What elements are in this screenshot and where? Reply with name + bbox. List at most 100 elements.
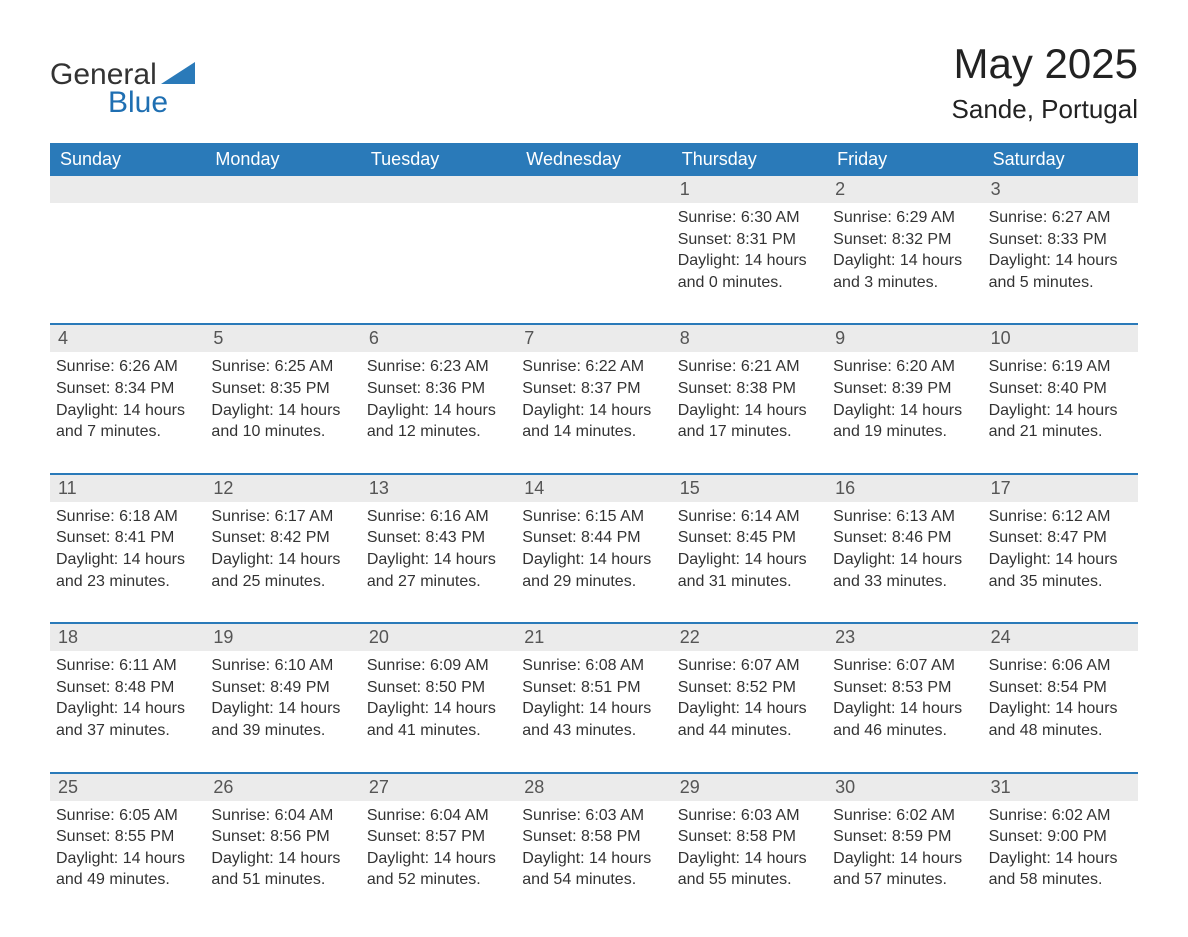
sunrise-line: Sunrise: 6:09 AM bbox=[367, 655, 510, 677]
weekday-tuesday: Tuesday bbox=[361, 143, 516, 176]
sunrise-line: Sunrise: 6:05 AM bbox=[56, 805, 199, 827]
weeks-container: 1Sunrise: 6:30 AMSunset: 8:31 PMDaylight… bbox=[50, 176, 1138, 897]
daylight-prefix: Daylight: bbox=[678, 402, 745, 419]
sunrise-value: 6:10 AM bbox=[275, 657, 334, 674]
day-number: 19 bbox=[205, 624, 360, 651]
daylight-prefix: Daylight: bbox=[833, 551, 900, 568]
day-number: 3 bbox=[983, 176, 1138, 203]
day-cell: 21Sunrise: 6:08 AMSunset: 8:51 PMDayligh… bbox=[516, 624, 671, 747]
sunrise-prefix: Sunrise: bbox=[833, 209, 896, 226]
sunset-prefix: Sunset: bbox=[367, 529, 426, 546]
day-cell bbox=[205, 176, 360, 299]
sunset-value: 8:52 PM bbox=[736, 679, 796, 696]
day-number: 20 bbox=[361, 624, 516, 651]
daylight-line: Daylight: 14 hours and 14 minutes. bbox=[522, 400, 665, 443]
daylight-line: Daylight: 14 hours and 41 minutes. bbox=[367, 698, 510, 741]
sunset-line: Sunset: 8:46 PM bbox=[833, 527, 976, 549]
week-row: 4Sunrise: 6:26 AMSunset: 8:34 PMDaylight… bbox=[50, 323, 1138, 448]
sunset-value: 8:59 PM bbox=[892, 828, 952, 845]
sunrise-value: 6:30 AM bbox=[741, 209, 800, 226]
sunrise-value: 6:03 AM bbox=[741, 807, 800, 824]
sunrise-value: 6:14 AM bbox=[741, 508, 800, 525]
sunrise-value: 6:16 AM bbox=[430, 508, 489, 525]
sunrise-prefix: Sunrise: bbox=[833, 358, 896, 375]
sunset-prefix: Sunset: bbox=[522, 679, 581, 696]
sunset-line: Sunset: 8:36 PM bbox=[367, 378, 510, 400]
sunrise-value: 6:04 AM bbox=[430, 807, 489, 824]
daylight-prefix: Daylight: bbox=[522, 551, 589, 568]
daylight-line: Daylight: 14 hours and 12 minutes. bbox=[367, 400, 510, 443]
daylight-line: Daylight: 14 hours and 19 minutes. bbox=[833, 400, 976, 443]
sunset-line: Sunset: 8:58 PM bbox=[522, 826, 665, 848]
sunset-value: 8:34 PM bbox=[115, 380, 175, 397]
sunset-value: 8:49 PM bbox=[270, 679, 330, 696]
day-cell: 20 Sunrise: 6:09 AMSunset: 8:50 PMDayligh… bbox=[361, 624, 516, 747]
sunrise-value: 6:05 AM bbox=[119, 807, 178, 824]
sunrise-line: Sunrise: 6:02 AM bbox=[833, 805, 976, 827]
sunset-prefix: Sunset: bbox=[678, 380, 737, 397]
sunset-line: Sunset: 8:50 PM bbox=[367, 677, 510, 699]
week-row: 1Sunrise: 6:30 AMSunset: 8:31 PMDaylight… bbox=[50, 176, 1138, 299]
daylight-line: Daylight: 14 hours and 33 minutes. bbox=[833, 549, 976, 592]
day-cell: 30Sunrise: 6:02 AMSunset: 8:59 PMDayligh… bbox=[827, 774, 982, 897]
sunrise-value: 6:06 AM bbox=[1052, 657, 1111, 674]
day-cell: 15Sunrise: 6:14 AMSunset: 8:45 PMDayligh… bbox=[672, 475, 827, 598]
sunrise-value: 6:19 AM bbox=[1052, 358, 1111, 375]
daylight-prefix: Daylight: bbox=[522, 850, 589, 867]
sunrise-value: 6:21 AM bbox=[741, 358, 800, 375]
sunset-line: Sunset: 8:52 PM bbox=[678, 677, 821, 699]
day-number: 5 bbox=[205, 325, 360, 352]
daylight-line: Daylight: 14 hours and 57 minutes. bbox=[833, 848, 976, 891]
sunrise-value: 6:27 AM bbox=[1052, 209, 1111, 226]
sunset-line: Sunset: 8:45 PM bbox=[678, 527, 821, 549]
sunrise-prefix: Sunrise: bbox=[211, 508, 274, 525]
daylight-prefix: Daylight: bbox=[56, 700, 123, 717]
sunset-value: 8:53 PM bbox=[892, 679, 952, 696]
daylight-line: Daylight: 14 hours and 48 minutes. bbox=[989, 698, 1132, 741]
brand-logo: General Blue bbox=[50, 58, 195, 120]
day-cell: 9Sunrise: 6:20 AMSunset: 8:39 PMDaylight… bbox=[827, 325, 982, 448]
day-number: 7 bbox=[516, 325, 671, 352]
sunrise-line: Sunrise: 6:15 AM bbox=[522, 506, 665, 528]
daylight-prefix: Daylight: bbox=[211, 850, 278, 867]
daylight-line: Daylight: 14 hours and 3 minutes. bbox=[833, 250, 976, 293]
sunset-prefix: Sunset: bbox=[678, 231, 737, 248]
sunset-value: 8:56 PM bbox=[270, 828, 330, 845]
daylight-prefix: Daylight: bbox=[211, 700, 278, 717]
sunrise-prefix: Sunrise: bbox=[989, 358, 1052, 375]
sunrise-prefix: Sunrise: bbox=[989, 807, 1052, 824]
sunrise-line: Sunrise: 6:21 AM bbox=[678, 356, 821, 378]
sunset-value: 8:38 PM bbox=[736, 380, 796, 397]
sunrise-prefix: Sunrise: bbox=[211, 807, 274, 824]
sunrise-line: Sunrise: 6:08 AM bbox=[522, 655, 665, 677]
day-cell: 22Sunrise: 6:07 AMSunset: 8:52 PMDayligh… bbox=[672, 624, 827, 747]
sunset-line: Sunset: 8:53 PM bbox=[833, 677, 976, 699]
sunset-value: 8:55 PM bbox=[115, 828, 175, 845]
sunrise-value: 6:08 AM bbox=[585, 657, 644, 674]
day-cell: 5Sunrise: 6:25 AMSunset: 8:35 PMDaylight… bbox=[205, 325, 360, 448]
daylight-prefix: Daylight: bbox=[989, 252, 1056, 269]
daylight-line: Daylight: 14 hours and 52 minutes. bbox=[367, 848, 510, 891]
sunset-prefix: Sunset: bbox=[367, 828, 426, 845]
sunset-line: Sunset: 8:42 PM bbox=[211, 527, 354, 549]
weekday-header-row: SundayMondayTuesdayWednesdayThursdayFrid… bbox=[50, 143, 1138, 176]
sunrise-line: Sunrise: 6:18 AM bbox=[56, 506, 199, 528]
sunrise-prefix: Sunrise: bbox=[989, 508, 1052, 525]
day-number: 14 bbox=[516, 475, 671, 502]
daylight-line: Daylight: 14 hours and 29 minutes. bbox=[522, 549, 665, 592]
sunrise-prefix: Sunrise: bbox=[678, 508, 741, 525]
day-number: 10 bbox=[983, 325, 1138, 352]
sunrise-prefix: Sunrise: bbox=[678, 657, 741, 674]
sunset-line: Sunset: 8:57 PM bbox=[367, 826, 510, 848]
day-number bbox=[205, 176, 360, 203]
sunset-prefix: Sunset: bbox=[56, 828, 115, 845]
day-number: 28 bbox=[516, 774, 671, 801]
sunrise-value: 6:20 AM bbox=[896, 358, 955, 375]
sunset-value: 8:41 PM bbox=[115, 529, 175, 546]
sunrise-value: 6:17 AM bbox=[275, 508, 334, 525]
sunrise-value: 6:12 AM bbox=[1052, 508, 1111, 525]
day-cell: 6Sunrise: 6:23 AMSunset: 8:36 PMDaylight… bbox=[361, 325, 516, 448]
day-number: 2 bbox=[827, 176, 982, 203]
sunrise-prefix: Sunrise: bbox=[678, 358, 741, 375]
day-cell: 8Sunrise: 6:21 AMSunset: 8:38 PMDaylight… bbox=[672, 325, 827, 448]
